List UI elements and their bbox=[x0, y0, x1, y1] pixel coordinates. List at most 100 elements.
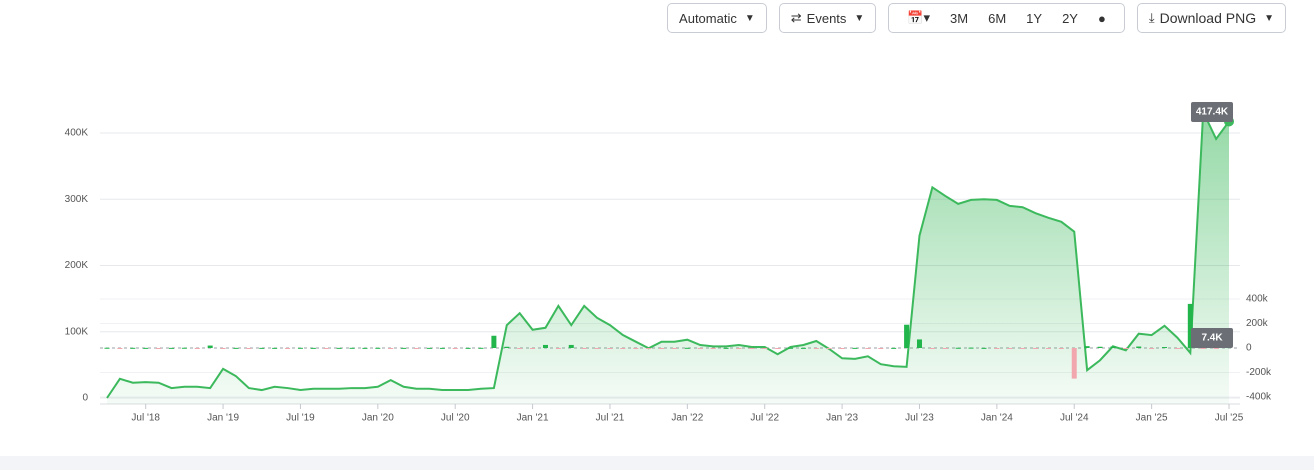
bar bbox=[891, 347, 897, 349]
bar bbox=[272, 347, 278, 349]
x-tick-label: Jan '21 bbox=[517, 413, 549, 424]
bar bbox=[259, 347, 265, 349]
y-tick-label: 0 bbox=[82, 393, 88, 404]
bar bbox=[349, 347, 355, 349]
download-label: Download PNG bbox=[1159, 10, 1257, 26]
x-tick-label: Jan '24 bbox=[981, 413, 1013, 424]
y-tick-label: 400K bbox=[65, 128, 89, 139]
bar bbox=[581, 348, 587, 349]
bar bbox=[697, 348, 703, 349]
y2-tick-label: 400k bbox=[1246, 294, 1269, 305]
x-tick-label: Jul '18 bbox=[131, 413, 160, 424]
bar bbox=[246, 348, 252, 349]
calendar-button[interactable]: 📅▾ bbox=[907, 10, 931, 25]
bar bbox=[981, 347, 987, 349]
bar bbox=[1110, 346, 1116, 348]
bar bbox=[633, 348, 639, 349]
bar bbox=[414, 348, 420, 349]
bar bbox=[542, 344, 548, 348]
download-button[interactable]: ⤓ Download PNG ▼ bbox=[1136, 3, 1286, 33]
bar bbox=[426, 347, 432, 349]
bar bbox=[1162, 347, 1168, 349]
range-button[interactable]: 6M bbox=[988, 10, 1007, 26]
bar bbox=[1020, 348, 1026, 349]
bar bbox=[310, 347, 316, 349]
bar bbox=[620, 348, 626, 349]
range-button[interactable]: 3M bbox=[950, 10, 969, 26]
annotation-label: 417.4K bbox=[1196, 107, 1229, 118]
bar bbox=[607, 348, 613, 349]
bar bbox=[736, 348, 742, 349]
x-tick-label: Jul '21 bbox=[596, 413, 625, 424]
bar bbox=[1200, 348, 1206, 349]
events-select[interactable]: ⇄ Events ▼ bbox=[778, 3, 877, 33]
x-tick-label: Jan '19 bbox=[207, 413, 239, 424]
range-button[interactable]: 2Y bbox=[1062, 10, 1078, 26]
bar bbox=[465, 347, 471, 349]
all-button[interactable]: ● bbox=[1097, 10, 1106, 26]
x-tick-label: Jan '23 bbox=[826, 413, 858, 424]
bar bbox=[1174, 348, 1180, 349]
bar bbox=[130, 347, 136, 349]
x-tick-label: Jan '25 bbox=[1136, 413, 1168, 424]
bar bbox=[156, 348, 162, 349]
bar bbox=[491, 335, 497, 348]
bar bbox=[143, 347, 149, 349]
bar bbox=[904, 324, 910, 348]
bar bbox=[659, 348, 665, 349]
x-tick-label: Jul '22 bbox=[750, 413, 779, 424]
bar bbox=[955, 347, 961, 349]
bar bbox=[994, 348, 1000, 349]
y-tick-label: 200K bbox=[65, 260, 89, 271]
bar bbox=[117, 348, 123, 349]
x-tick-label: Jul '24 bbox=[1060, 413, 1089, 424]
bar bbox=[452, 348, 458, 349]
bar bbox=[929, 348, 935, 349]
bar bbox=[401, 347, 407, 349]
bar bbox=[530, 348, 536, 349]
bar bbox=[504, 346, 510, 348]
bar bbox=[194, 348, 200, 349]
bar bbox=[220, 348, 226, 349]
x-tick-label: Jul '23 bbox=[905, 413, 934, 424]
y2-tick-label: 0 bbox=[1246, 343, 1252, 354]
bar bbox=[878, 348, 884, 349]
bar bbox=[439, 347, 445, 349]
bar bbox=[916, 339, 922, 348]
y-tick-label: 300K bbox=[65, 194, 89, 205]
annotation-label: 7.4K bbox=[1201, 333, 1223, 344]
bar bbox=[1084, 346, 1090, 348]
bar bbox=[517, 348, 523, 349]
bar bbox=[1149, 348, 1155, 349]
footer-strip bbox=[0, 456, 1314, 470]
bar bbox=[684, 347, 690, 349]
bar bbox=[788, 347, 794, 349]
bar bbox=[723, 347, 729, 349]
bar bbox=[1187, 303, 1193, 348]
bar bbox=[852, 347, 858, 349]
bar bbox=[865, 348, 871, 349]
bar bbox=[710, 348, 716, 349]
bar bbox=[1033, 348, 1039, 349]
bar bbox=[1058, 348, 1064, 349]
bar bbox=[336, 347, 342, 349]
bar bbox=[207, 345, 213, 348]
bar bbox=[323, 348, 329, 349]
x-tick-label: Jan '20 bbox=[362, 413, 394, 424]
mode-select[interactable]: Automatic ▼ bbox=[667, 3, 767, 33]
toolbar: Automatic ▼ ⇄ Events ▼ 📅▾ 3M 6M 1Y 2Y ● ⤓ Do… bbox=[667, 3, 1286, 33]
bar bbox=[749, 348, 755, 349]
x-tick-label: Jul '20 bbox=[441, 413, 470, 424]
x-tick-label: Jan '22 bbox=[671, 413, 703, 424]
x-tick-label: Jul '25 bbox=[1215, 413, 1244, 424]
bar bbox=[968, 347, 974, 349]
bar bbox=[826, 348, 832, 349]
bar bbox=[297, 347, 303, 349]
range-button[interactable]: 1Y bbox=[1026, 10, 1043, 26]
chart: 0100K200K300K400K400k200k0-200k-400kJul … bbox=[65, 102, 1272, 424]
bar bbox=[1097, 346, 1103, 348]
x-tick-label: Jul '19 bbox=[286, 413, 315, 424]
area-fill bbox=[107, 111, 1229, 405]
bar bbox=[775, 348, 781, 349]
bar bbox=[362, 347, 368, 349]
